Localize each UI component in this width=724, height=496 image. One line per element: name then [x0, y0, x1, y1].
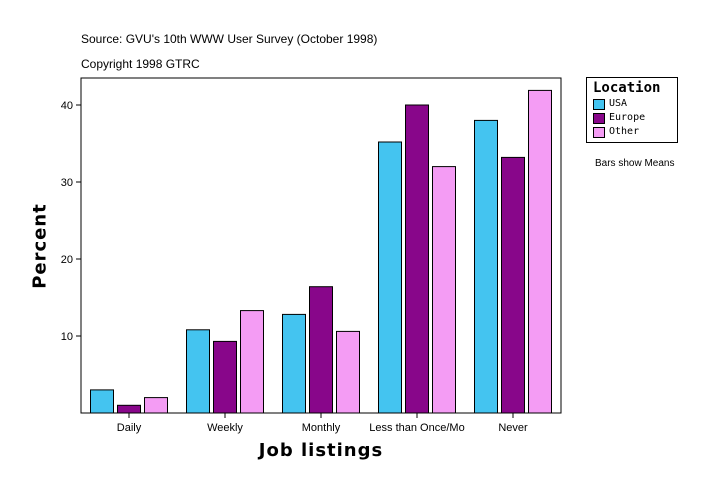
x-tick-label: Weekly [207, 422, 243, 434]
bar-other-daily [144, 397, 168, 414]
bar-other-weekly [240, 310, 264, 414]
bar-usa-never [474, 119, 498, 414]
y-tick-label: 20 [61, 254, 73, 266]
x-tick-label: Daily [117, 422, 142, 434]
chart-note: Bars show Means [595, 158, 675, 169]
bar-europe-less-than-once-mo [405, 104, 429, 414]
legend-label-europe: Europe [609, 112, 646, 123]
y-tick-label: 40 [61, 100, 73, 112]
legend-swatch-usa [593, 99, 605, 110]
x-tick-label: Less than Once/Mo [369, 422, 464, 434]
legend-label-other: Other [609, 126, 640, 137]
legend-label-usa: USA [609, 98, 628, 109]
y-tick-label: 10 [61, 331, 73, 343]
bar-other-never [528, 89, 552, 414]
bar-europe-weekly [213, 340, 237, 414]
x-axis-label: Job listings [258, 440, 384, 461]
x-tick-label: Monthly [302, 422, 341, 434]
y-tick-label: 30 [61, 177, 73, 189]
copyright-text: Copyright 1998 GTRC [81, 57, 200, 71]
legend-title: Location [593, 80, 661, 96]
bar-usa-monthly [282, 313, 306, 414]
bar-usa-weekly [186, 329, 210, 414]
legend-swatch-other [593, 127, 605, 138]
bar-europe-monthly [309, 286, 333, 414]
bar-other-less-than-once-mo [432, 166, 456, 414]
legend: Location USA Europe Other [586, 77, 678, 143]
source-text: Source: GVU's 10th WWW User Survey (Octo… [81, 32, 378, 46]
bar-europe-daily [117, 404, 141, 414]
bar-usa-less-than-once-mo [378, 141, 402, 414]
bar-europe-never [501, 156, 525, 414]
legend-swatch-europe [593, 113, 605, 124]
x-tick-label: Never [498, 422, 528, 434]
bar-usa-daily [90, 389, 114, 414]
bar-other-monthly [336, 330, 360, 414]
y-axis-label: Percent [29, 203, 51, 289]
